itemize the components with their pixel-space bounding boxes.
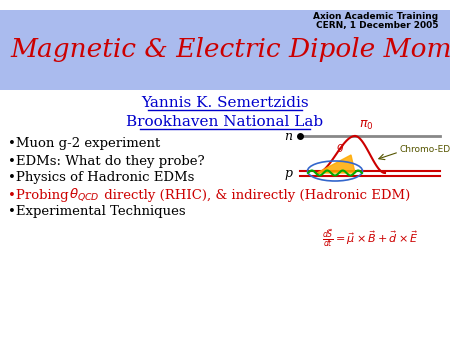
Text: CERN, 1 December 2005: CERN, 1 December 2005: [315, 21, 438, 30]
Text: $\pi_0$: $\pi_0$: [359, 119, 374, 132]
Text: •Probing: •Probing: [8, 189, 73, 201]
Text: n: n: [284, 129, 292, 143]
Text: $\theta_{QCD}$: $\theta_{QCD}$: [69, 187, 99, 203]
Bar: [0, 10, 450, 90]
Text: •Experimental Techniques: •Experimental Techniques: [8, 206, 185, 218]
Text: Magnetic & Electric Dipole Moments.: Magnetic & Electric Dipole Moments.: [10, 38, 450, 63]
Text: p: p: [284, 167, 292, 179]
Text: •EDMs: What do they probe?: •EDMs: What do they probe?: [8, 154, 205, 168]
Text: Yannis K. Semertzidis: Yannis K. Semertzidis: [141, 96, 309, 110]
Text: Chromo-EDM: Chromo-EDM: [400, 145, 450, 154]
Text: directly (RHIC), & indirectly (Hadronic EDM): directly (RHIC), & indirectly (Hadronic …: [100, 189, 410, 201]
Text: Axion Academic Training: Axion Academic Training: [313, 12, 438, 21]
Polygon shape: [317, 155, 355, 173]
Text: •Physics of Hadronic EDMs: •Physics of Hadronic EDMs: [8, 171, 194, 185]
Text: Brookhaven National Lab: Brookhaven National Lab: [126, 115, 324, 129]
Text: $g$: $g$: [336, 142, 344, 154]
Text: $\frac{d\vec{S}}{dt} = \vec{\mu}\times\vec{B} + \vec{d}\times\vec{E}$: $\frac{d\vec{S}}{dt} = \vec{\mu}\times\v…: [322, 227, 419, 249]
Text: •Muon g-2 experiment: •Muon g-2 experiment: [8, 138, 160, 150]
